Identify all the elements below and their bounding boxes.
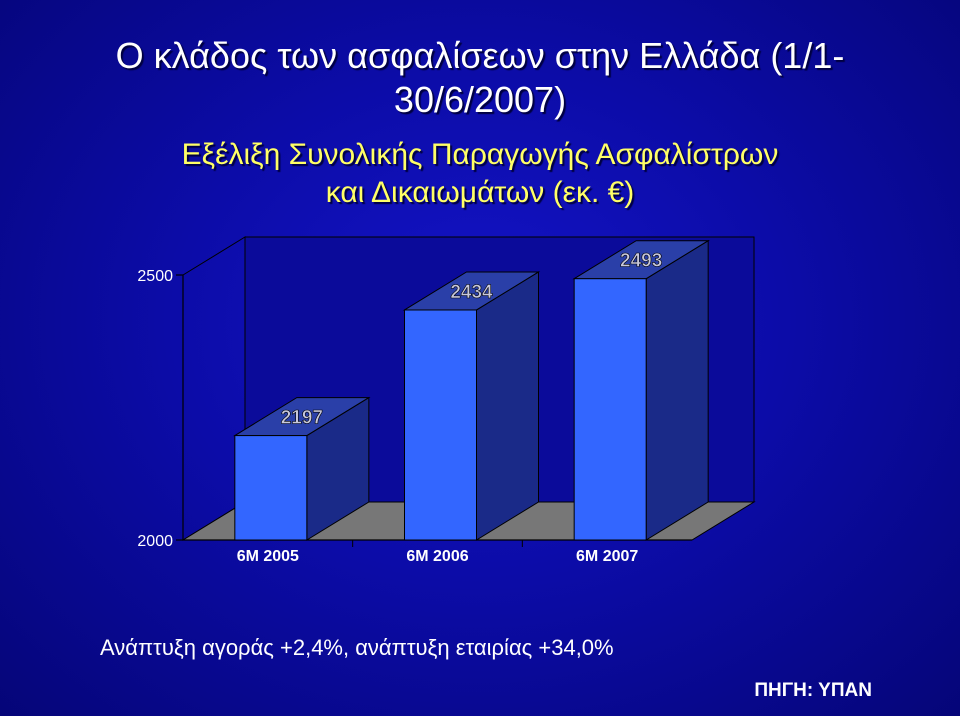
data-label: 2434	[450, 282, 493, 303]
title-line-2: 30/6/2007)	[393, 79, 567, 120]
y-tick-label: 2500	[137, 268, 173, 285]
bar	[573, 278, 647, 541]
bar-side	[476, 271, 539, 541]
chart-subtitle: Εξέλιξη Συνολικής Παραγωγής Ασφαλίστρων …	[0, 136, 960, 212]
title-line-1: Ο κλάδος των ασφαλίσεων στην Ελλάδα (1/1…	[115, 35, 845, 76]
subtitle-line-1: Εξέλιξη Συνολικής Παραγωγής Ασφαλίστρων	[181, 138, 779, 171]
x-tick-label: 6M 2006	[406, 548, 468, 565]
subtitle-line-2: και Δικαιωμάτων (εκ. €)	[325, 176, 635, 209]
growth-note: Ανάπτυξη αγοράς +2,4%, ανάπτυξη εταιρίας…	[100, 635, 614, 660]
bar	[234, 435, 308, 541]
bar	[404, 309, 477, 541]
source-label: ΠΗΓΗ: ΥΠΑΝ	[754, 680, 872, 701]
data-label: 2493	[620, 251, 662, 272]
x-tick-label: 6M 2007	[576, 548, 638, 565]
page-title: Ο κλάδος των ασφαλίσεων στην Ελλάδα (1/1…	[0, 34, 960, 122]
data-label: 2197	[281, 408, 323, 429]
x-tick-label: 6M 2005	[237, 548, 299, 565]
y-tick-label: 2000	[137, 533, 173, 550]
bar-side	[645, 239, 709, 541]
